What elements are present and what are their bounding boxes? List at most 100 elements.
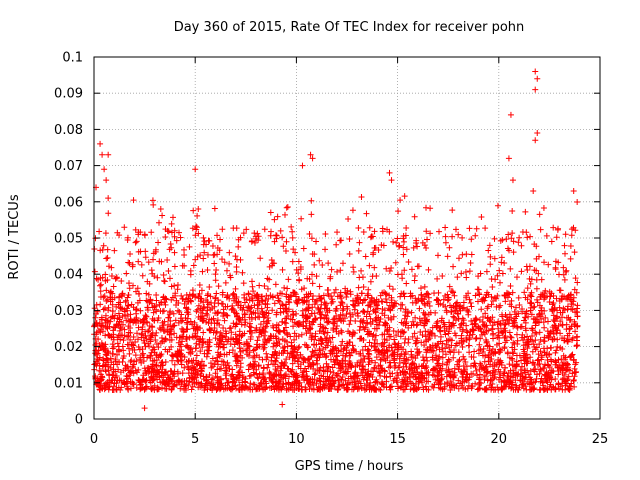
data-point: [243, 226, 250, 233]
data-point: [561, 242, 568, 249]
data-point: [223, 364, 230, 371]
data-point: [229, 371, 236, 378]
data-point: [402, 309, 409, 316]
data-point: [214, 386, 221, 393]
data-point: [188, 386, 195, 393]
data-point: [309, 155, 316, 162]
data-point: [212, 335, 219, 342]
data-point: [357, 318, 364, 325]
data-point: [206, 327, 213, 334]
data-point: [467, 260, 474, 267]
data-point: [241, 299, 248, 306]
data-point: [572, 361, 579, 368]
data-point: [365, 330, 372, 337]
data-point: [445, 337, 452, 344]
data-point: [206, 284, 213, 291]
data-point: [446, 323, 453, 330]
data-point: [311, 251, 318, 258]
data-point: [500, 317, 507, 324]
data-point: [128, 367, 135, 374]
data-point: [436, 368, 443, 375]
data-point: [371, 340, 378, 347]
data-point: [129, 364, 136, 371]
data-point: [224, 379, 231, 386]
data-point: [379, 228, 386, 235]
data-point: [508, 314, 515, 321]
data-point: [564, 376, 571, 383]
data-point: [265, 295, 272, 302]
data-point: [309, 318, 316, 325]
data-point: [397, 293, 404, 300]
data-point: [192, 326, 199, 333]
data-point: [522, 208, 529, 215]
data-point: [203, 310, 210, 317]
data-point: [367, 303, 374, 310]
data-point: [479, 331, 486, 338]
data-point: [279, 344, 286, 351]
data-point: [126, 259, 133, 266]
data-point: [161, 277, 167, 284]
data-point: [110, 366, 117, 373]
data-point: [521, 289, 528, 296]
data-point: [118, 278, 125, 285]
data-point: [178, 311, 185, 318]
data-point: [237, 234, 244, 241]
data-point: [265, 317, 272, 324]
data-point: [473, 335, 480, 342]
data-point: [500, 372, 507, 379]
data-point: [168, 296, 175, 303]
data-point: [365, 347, 372, 354]
data-point: [272, 358, 279, 365]
data-point: [213, 266, 220, 273]
data-point: [190, 207, 197, 214]
data-point: [248, 324, 255, 331]
data-point: [360, 352, 367, 359]
data-point: [179, 338, 186, 345]
data-point: [502, 364, 509, 371]
data-point: [269, 376, 276, 383]
data-point: [401, 267, 408, 274]
data-point: [375, 348, 382, 355]
data-point: [244, 351, 251, 358]
data-point: [524, 378, 531, 385]
data-point: [360, 228, 367, 235]
data-point: [460, 304, 467, 311]
data-point: [463, 327, 470, 334]
data-point: [545, 261, 552, 268]
data-point: [216, 365, 223, 372]
data-point: [443, 367, 450, 374]
data-point: [542, 294, 549, 301]
data-point: [109, 313, 116, 320]
data-point: [273, 321, 280, 328]
data-point: [155, 239, 162, 246]
data-point: [224, 303, 231, 310]
data-point: [552, 358, 559, 365]
data-point: [283, 308, 290, 315]
data-point: [246, 373, 253, 380]
data-point: [536, 341, 543, 348]
data-point: [306, 230, 313, 237]
data-point: [279, 266, 286, 273]
data-point: [446, 344, 453, 351]
data-point: [299, 307, 306, 314]
data-point: [155, 354, 162, 361]
data-point: [133, 384, 140, 391]
data-point: [452, 332, 459, 339]
data-point: [264, 285, 271, 292]
data-point: [136, 290, 143, 297]
data-point: [391, 364, 398, 371]
data-point: [474, 372, 481, 379]
data-point: [232, 323, 239, 330]
data-point: [488, 301, 495, 308]
data-point: [467, 300, 474, 307]
data-point: [204, 350, 211, 357]
data-point: [524, 285, 531, 292]
data-point: [92, 360, 99, 367]
data-point: [414, 352, 421, 359]
data-point: [303, 297, 310, 304]
data-point: [131, 358, 138, 365]
data-point: [557, 318, 564, 325]
y-tick-label: 0.08: [54, 123, 83, 138]
data-point: [476, 379, 483, 386]
data-point: [360, 284, 367, 291]
